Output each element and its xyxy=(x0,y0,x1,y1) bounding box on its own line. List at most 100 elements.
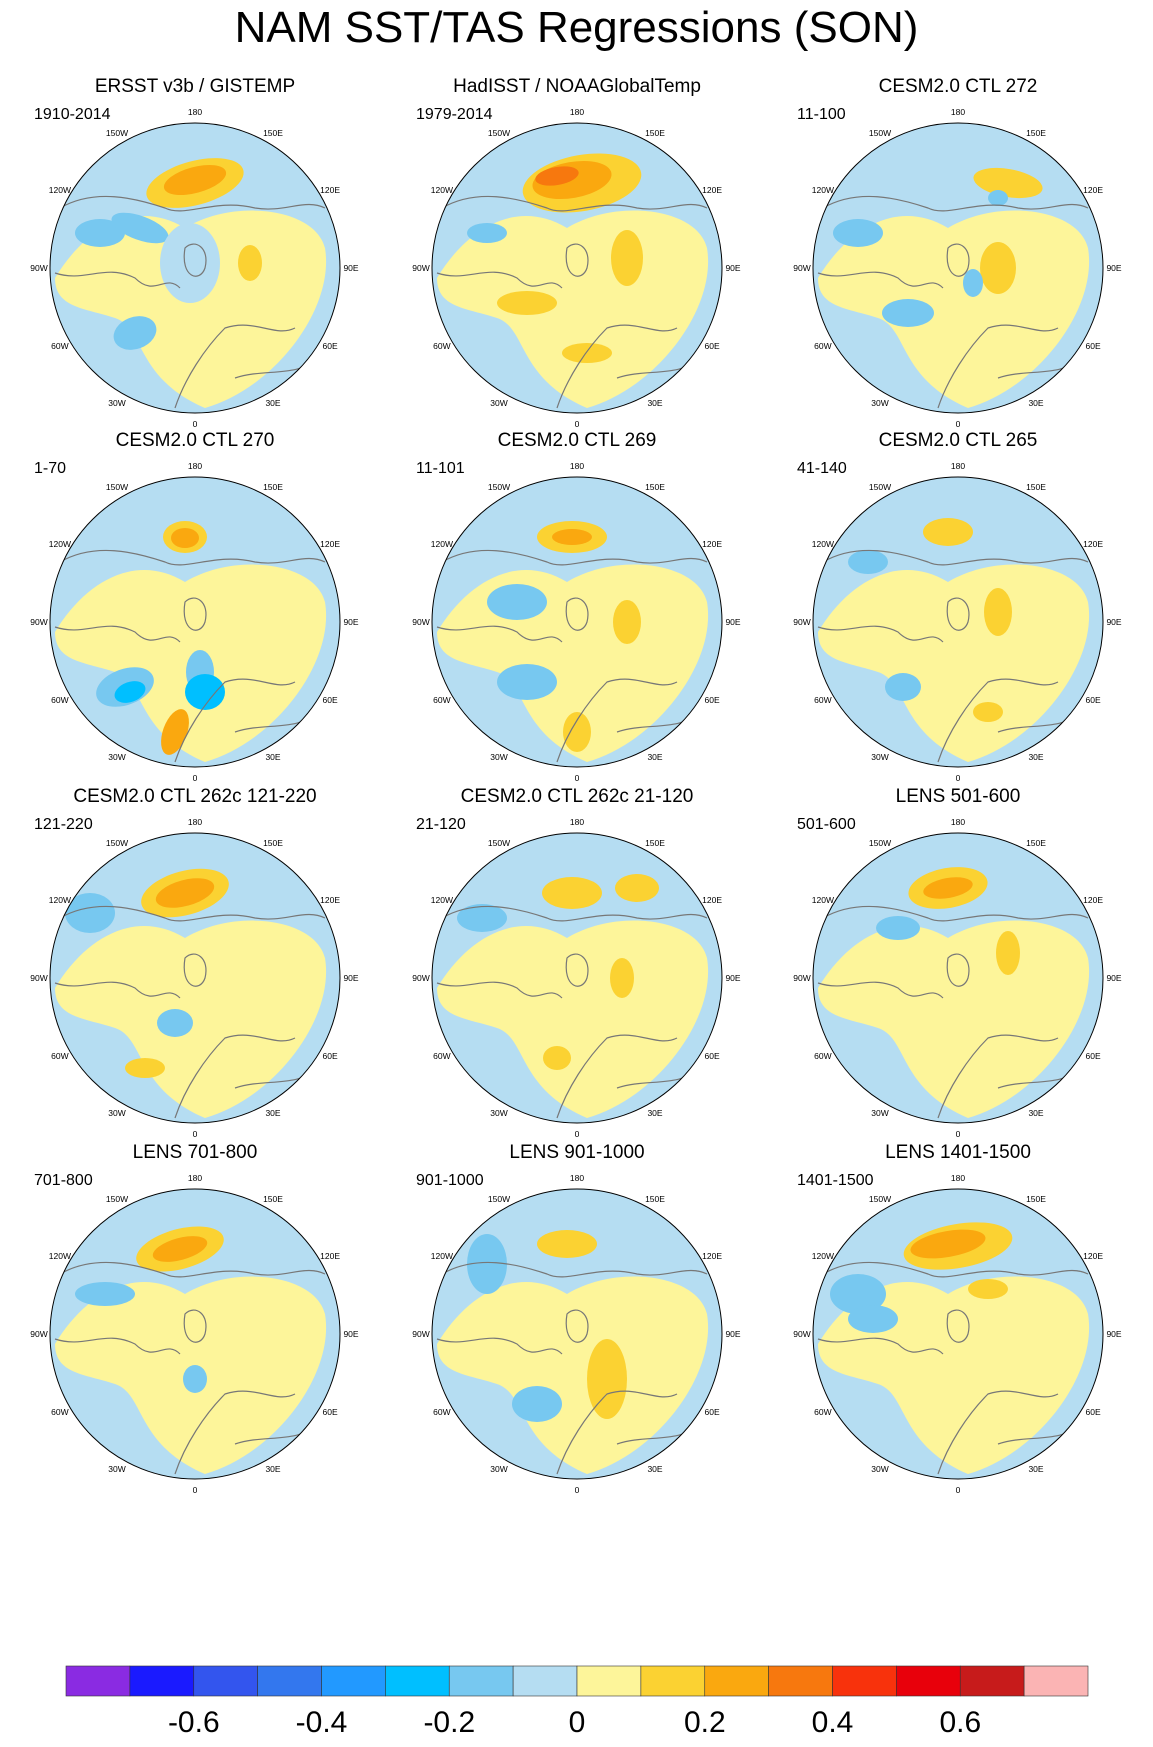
longitude-label: 60W xyxy=(51,341,68,351)
colorbar-swatch xyxy=(385,1665,450,1697)
anomaly-contour xyxy=(973,702,1003,722)
longitude-label: 180 xyxy=(570,817,584,827)
colorbar-swatch xyxy=(65,1665,131,1697)
longitude-label: 60W xyxy=(814,341,831,351)
longitude-label: 150W xyxy=(869,482,891,492)
coastline xyxy=(565,243,589,277)
coastline xyxy=(565,597,589,631)
coastline xyxy=(436,1337,563,1355)
longitude-label: 90W xyxy=(412,263,429,273)
coastline xyxy=(59,1261,326,1278)
panel-period: 1-70 xyxy=(34,460,67,477)
coastline xyxy=(817,625,944,643)
longitude-label: 30E xyxy=(265,1108,280,1118)
colorbar-swatch xyxy=(576,1665,642,1697)
colorbar-swatch xyxy=(129,1665,195,1697)
longitude-label: 120E xyxy=(320,539,340,549)
positive-anomaly-region xyxy=(437,1276,709,1474)
longitude-label: 180 xyxy=(188,1173,202,1183)
longitude-label: 0 xyxy=(575,1129,580,1139)
coastline xyxy=(937,1034,1059,1119)
map-panel: 180 150E 120E 90E 60E 30E 0 30W 60W 90W 120W 150W CE… xyxy=(392,785,762,1175)
longitude-label: 30W xyxy=(490,1464,507,1474)
coastline xyxy=(441,905,708,922)
polar-map: 180 150E 120E 90E 60E 30E 0 30W 60W 90W 120W 150W xyxy=(793,461,1122,783)
coastline xyxy=(937,678,1059,763)
longitude-label: 150E xyxy=(1026,482,1046,492)
longitude-label: 90W xyxy=(793,617,810,627)
longitude-label: 90E xyxy=(1106,617,1121,627)
longitude-label: 0 xyxy=(575,773,580,783)
longitude-label: 90W xyxy=(30,263,47,273)
longitude-label: 90W xyxy=(30,617,47,627)
coastline xyxy=(817,271,944,289)
coastline xyxy=(59,195,326,212)
anomaly-contour xyxy=(882,299,934,327)
coastline xyxy=(937,324,1059,409)
coastline xyxy=(556,1390,678,1475)
anomaly-contour xyxy=(923,877,973,899)
longitude-label: 120W xyxy=(431,539,453,549)
longitude-label: 90E xyxy=(725,617,740,627)
coastline xyxy=(946,597,970,631)
longitude-label: 180 xyxy=(570,461,584,471)
positive-anomaly-region xyxy=(818,210,1090,408)
longitude-label: 0 xyxy=(956,773,961,783)
longitude-label: 60W xyxy=(814,695,831,705)
longitude-label: 90E xyxy=(725,263,740,273)
colorbar-swatch xyxy=(448,1665,514,1697)
map-border xyxy=(49,832,341,1124)
longitude-label: 60W xyxy=(51,695,68,705)
longitude-label: 30E xyxy=(1028,1108,1043,1118)
longitude-label: 60E xyxy=(1086,341,1101,351)
longitude-label: 180 xyxy=(570,1173,584,1183)
coastline xyxy=(54,981,181,999)
longitude-label: 120W xyxy=(49,895,71,905)
panel-period: 1910-2014 xyxy=(34,106,111,123)
polar-map: 180 150E 120E 90E 60E 30E 0 30W 60W 90W 120W 150W xyxy=(793,107,1122,429)
longitude-label: 30W xyxy=(871,1464,888,1474)
anomaly-contour xyxy=(968,1279,1008,1299)
longitude-label: 90E xyxy=(1106,1329,1121,1339)
colorbar-label: -0.2 xyxy=(423,1706,475,1739)
coastline xyxy=(817,1337,944,1355)
colorbar-label: 0.6 xyxy=(939,1706,981,1739)
longitude-label: 120W xyxy=(812,1251,834,1261)
map-panel: 180 150E 120E 90E 60E 30E 0 30W 60W 90W 120W 150W CE… xyxy=(10,785,380,1175)
anomaly-contour xyxy=(75,219,125,247)
longitude-label: 30E xyxy=(647,752,662,762)
panel-period: 701-800 xyxy=(34,1172,93,1189)
map-border xyxy=(812,832,1104,1124)
anomaly-contour xyxy=(988,190,1008,206)
map-panel: 180 150E 120E 90E 60E 30E 0 30W 60W 90W 120W 150W CE… xyxy=(773,429,1143,819)
longitude-label: 90E xyxy=(343,617,358,627)
longitude-label: 0 xyxy=(193,1485,198,1495)
longitude-label: 60E xyxy=(1086,695,1101,705)
longitude-label: 60E xyxy=(323,1407,338,1417)
polar-map: 180 150E 120E 90E 60E 30E 0 30W 60W 90W 120W 150W xyxy=(412,1173,741,1495)
anomaly-contour xyxy=(563,712,591,752)
panel-period: 1979-2014 xyxy=(416,106,493,123)
longitude-label: 150W xyxy=(106,838,128,848)
polar-map: 180 150E 120E 90E 60E 30E 0 30W 60W 90W 120W 150W xyxy=(30,817,359,1139)
longitude-label: 150E xyxy=(645,1194,665,1204)
longitude-label: 150W xyxy=(488,1194,510,1204)
longitude-label: 150W xyxy=(106,1194,128,1204)
longitude-label: 90W xyxy=(793,1329,810,1339)
longitude-label: 180 xyxy=(951,107,965,117)
coastline xyxy=(54,1337,181,1355)
polar-map: 180 150E 120E 90E 60E 30E 0 30W 60W 90W 120W 150W xyxy=(412,461,741,783)
polar-map: 180 150E 120E 90E 60E 30E 0 30W 60W 90W 120W 150W xyxy=(412,817,741,1139)
longitude-label: 30E xyxy=(265,752,280,762)
map-panel: 180 150E 120E 90E 60E 30E 0 30W 60W 90W 120W 150W LE… xyxy=(773,785,1143,1175)
map-panel: 180 150E 120E 90E 60E 30E 0 30W 60W 90W 120W 150W ER… xyxy=(10,75,380,465)
longitude-label: 60E xyxy=(705,1407,720,1417)
map-border xyxy=(431,122,723,414)
map-panel: 180 150E 120E 90E 60E 30E 0 30W 60W 90W 120W 150W LE… xyxy=(773,1141,1143,1531)
coastline xyxy=(556,1034,678,1119)
anomaly-contour xyxy=(160,223,220,303)
coastline xyxy=(183,953,207,987)
coastline xyxy=(946,953,970,987)
colorbar-swatch xyxy=(512,1665,578,1697)
longitude-label: 30E xyxy=(1028,398,1043,408)
